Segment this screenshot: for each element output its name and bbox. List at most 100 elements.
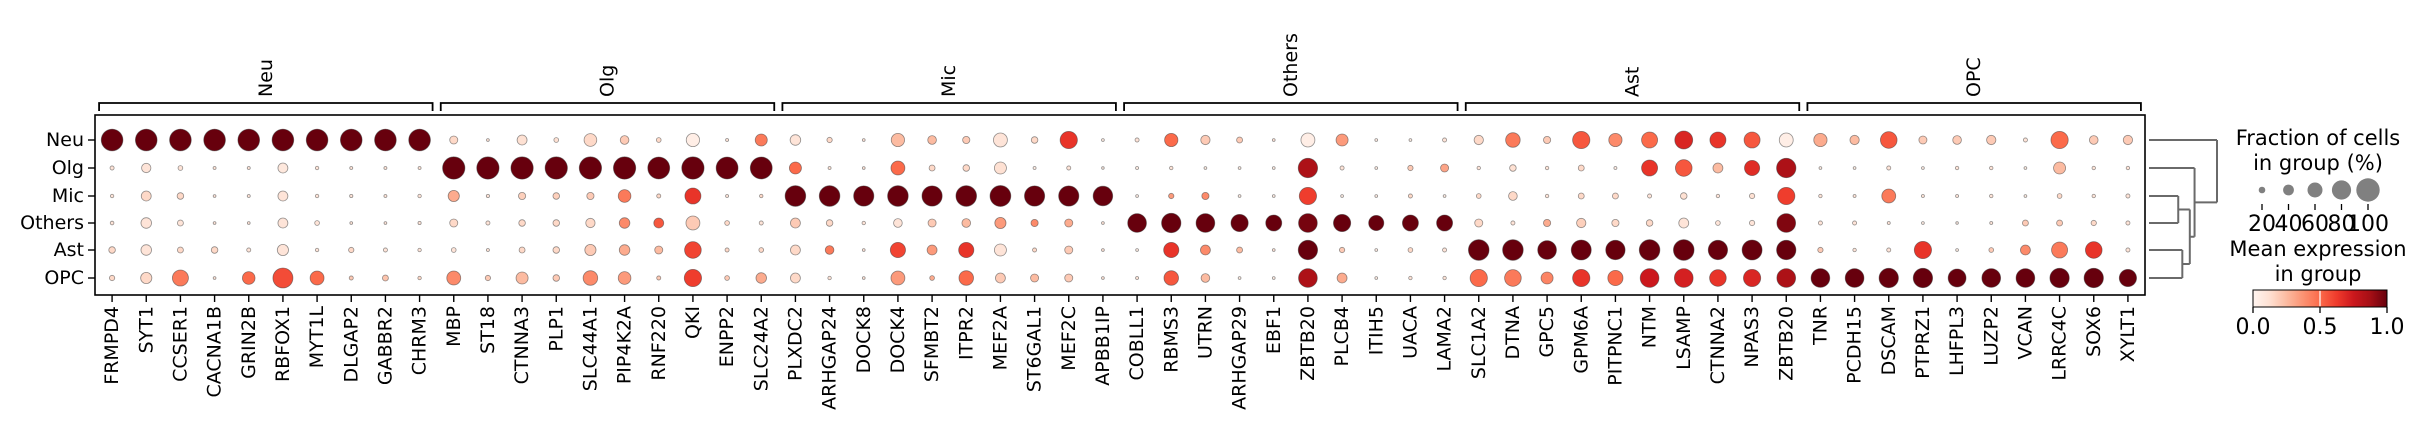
gene-label: APBB1IP bbox=[1092, 306, 1114, 386]
expression-dot bbox=[995, 272, 1006, 284]
row-label-others: Others bbox=[20, 212, 84, 234]
row-label-neu: Neu bbox=[46, 129, 84, 151]
expression-dot bbox=[647, 156, 671, 180]
expression-dot bbox=[2020, 244, 2031, 256]
group-bracket bbox=[98, 102, 434, 111]
expression-dot bbox=[1164, 132, 1179, 148]
expression-dot bbox=[2118, 268, 2137, 288]
expression-dot bbox=[1442, 194, 1447, 198]
expression-dot bbox=[1818, 193, 1823, 199]
expression-dot bbox=[552, 219, 560, 227]
expression-dot bbox=[1641, 159, 1659, 177]
expression-dot bbox=[1572, 130, 1591, 150]
expression-dot bbox=[109, 165, 115, 171]
expression-dot bbox=[246, 166, 251, 170]
gene-label: PITPNC1 bbox=[1604, 306, 1626, 386]
gene-label: SFMBT2 bbox=[921, 306, 943, 382]
expression-dot bbox=[1921, 166, 1925, 170]
expression-dot bbox=[277, 162, 289, 174]
gene-label: SLC44A1 bbox=[579, 306, 601, 391]
expression-dot bbox=[1230, 213, 1249, 233]
expression-dot bbox=[1989, 221, 1994, 225]
expression-dot bbox=[962, 135, 971, 145]
expression-dot bbox=[1577, 164, 1585, 172]
expression-dot bbox=[790, 244, 801, 256]
expression-dot bbox=[1168, 192, 1175, 200]
expression-dot bbox=[958, 270, 974, 286]
gene-label: RNF220 bbox=[648, 306, 670, 381]
expression-dot bbox=[348, 275, 354, 281]
expression-dot bbox=[2125, 193, 2131, 199]
gene-label: CCSER1 bbox=[169, 306, 191, 382]
expression-dot bbox=[1678, 217, 1690, 229]
expression-dot bbox=[1476, 165, 1481, 171]
expression-dot bbox=[1408, 275, 1413, 281]
expression-dot bbox=[1913, 240, 1932, 260]
expression-dot bbox=[578, 156, 602, 180]
expression-dot bbox=[685, 132, 700, 148]
expression-dot bbox=[1473, 134, 1484, 146]
gene-label: QKI bbox=[682, 306, 704, 339]
expression-dot bbox=[314, 165, 320, 171]
expression-dot bbox=[1101, 248, 1105, 252]
expression-dot bbox=[515, 271, 529, 285]
expression-dot bbox=[1163, 270, 1179, 286]
expression-dot bbox=[1544, 165, 1550, 171]
expression-dot bbox=[1474, 218, 1484, 228]
expression-dot bbox=[618, 217, 631, 229]
expression-dot bbox=[109, 220, 115, 226]
gene-label: ITIH5 bbox=[1365, 306, 1387, 355]
group-bracket bbox=[1464, 102, 1801, 111]
expression-dot bbox=[853, 185, 875, 207]
expression-dot bbox=[994, 216, 1007, 230]
expression-dot bbox=[1368, 214, 1385, 232]
expression-dot bbox=[476, 156, 500, 180]
expression-dot bbox=[2049, 267, 2070, 289]
expression-dot bbox=[203, 128, 226, 152]
expression-dot bbox=[2015, 268, 2036, 288]
gene-label: ARHGAP29 bbox=[1229, 306, 1251, 410]
expression-dot bbox=[1135, 166, 1139, 170]
expression-dot bbox=[1374, 248, 1379, 252]
expression-dot bbox=[788, 161, 802, 175]
expression-dot bbox=[1741, 239, 1763, 261]
expression-dot bbox=[1886, 165, 1892, 171]
expression-dot bbox=[993, 161, 1007, 175]
gene-label: PTPRZ1 bbox=[1912, 306, 1934, 379]
expression-dot bbox=[1475, 193, 1482, 199]
gene-label: PCDH15 bbox=[1844, 306, 1866, 384]
expression-dot bbox=[242, 271, 256, 285]
expression-dot bbox=[349, 193, 354, 199]
expression-dot bbox=[417, 193, 422, 199]
expression-dot bbox=[1064, 273, 1074, 283]
expression-dot bbox=[305, 128, 329, 152]
expression-dot bbox=[617, 189, 632, 203]
expression-dot bbox=[927, 218, 937, 228]
expression-dot bbox=[613, 156, 637, 180]
expression-dot bbox=[890, 160, 906, 176]
expression-dot bbox=[2122, 134, 2133, 146]
expression-dot bbox=[447, 189, 460, 203]
expression-dot bbox=[681, 156, 705, 180]
expression-dot bbox=[1469, 268, 1488, 288]
expression-dot bbox=[827, 275, 832, 281]
expression-dot bbox=[993, 243, 1007, 257]
expression-dot bbox=[824, 245, 835, 255]
expression-dot bbox=[1818, 166, 1823, 170]
expression-dot bbox=[1032, 247, 1038, 253]
expression-dot bbox=[212, 221, 217, 225]
expression-dot bbox=[1641, 131, 1659, 149]
expression-dot bbox=[1543, 218, 1552, 228]
expression-dot bbox=[417, 275, 422, 281]
expression-dot bbox=[1374, 276, 1379, 280]
expression-dot bbox=[272, 267, 294, 289]
group-label-ast: Ast bbox=[1622, 67, 1644, 97]
expression-dot bbox=[826, 136, 833, 144]
expression-dot bbox=[1712, 162, 1724, 174]
gene-label: MYT1L bbox=[306, 306, 328, 369]
expression-dot bbox=[1952, 135, 1962, 145]
expression-dot bbox=[408, 128, 431, 152]
expression-dot bbox=[1817, 246, 1824, 254]
expression-dot bbox=[619, 135, 630, 145]
